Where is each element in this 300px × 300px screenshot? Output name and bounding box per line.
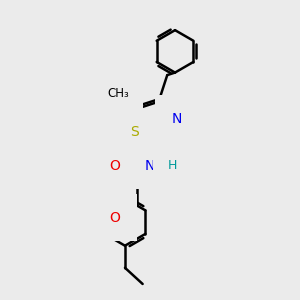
Text: O: O [109, 211, 120, 225]
Text: H: H [168, 159, 177, 172]
Text: CH₃: CH₃ [107, 87, 129, 100]
Text: N: N [145, 159, 155, 173]
Text: N: N [171, 112, 182, 126]
Text: O: O [110, 159, 120, 173]
Text: S: S [130, 124, 139, 139]
